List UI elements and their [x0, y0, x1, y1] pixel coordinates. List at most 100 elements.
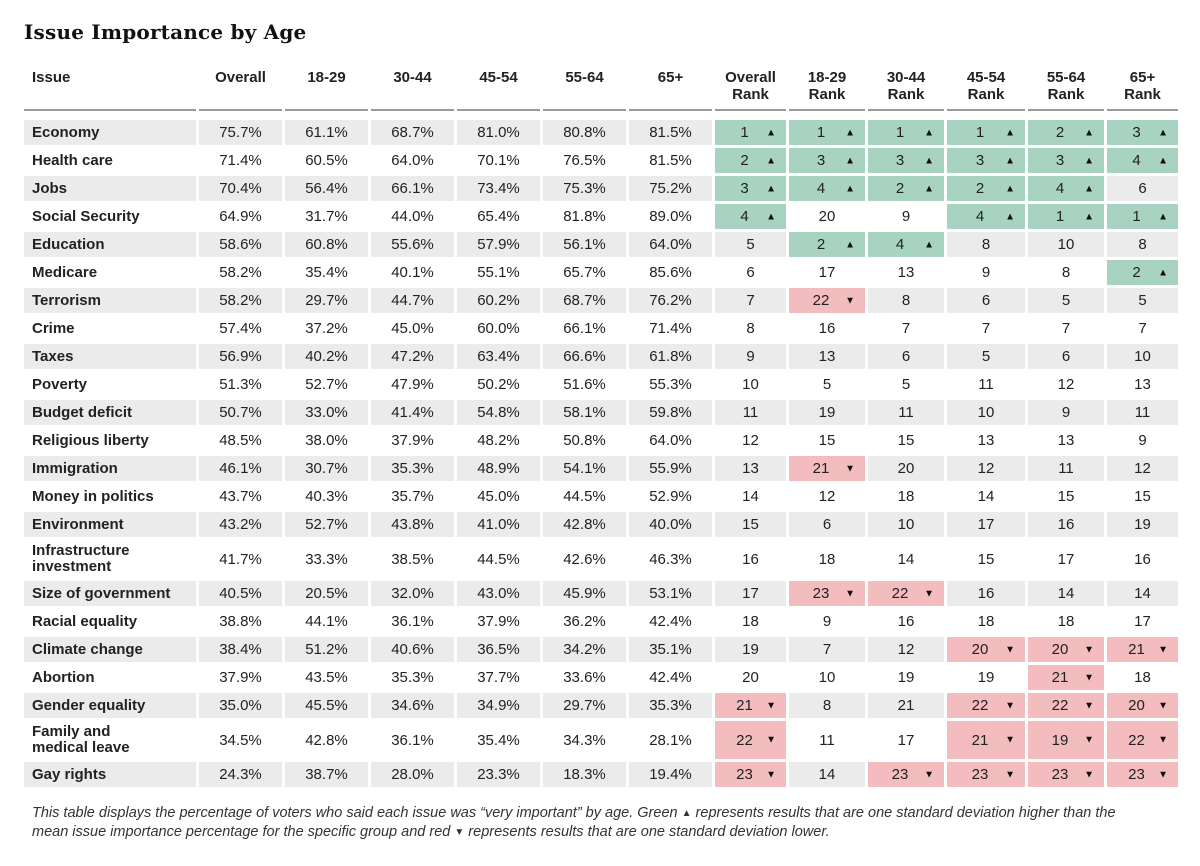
- rank-value-wrap: 9: [947, 264, 1025, 281]
- rank-cell: 2 ▲: [947, 173, 1025, 201]
- rank-value: 20: [971, 641, 989, 658]
- down-triangle-icon: ▼: [766, 700, 776, 711]
- rank-value: 17: [1057, 550, 1075, 568]
- rank-value: 3: [1055, 152, 1065, 169]
- percent-cell: 68.7%: [543, 285, 626, 313]
- rank-cell: 8: [1028, 257, 1104, 285]
- rank-value: 3: [975, 152, 985, 169]
- percent-cell: 23.3%: [457, 759, 540, 787]
- up-triangle-icon: ▲: [1084, 155, 1094, 166]
- rank-cell: 17: [868, 718, 944, 759]
- up-triangle-icon: ▲: [845, 127, 855, 138]
- down-triangle-icon: ▼: [1084, 644, 1094, 655]
- rank-cell: 14: [1107, 578, 1178, 606]
- issue-label: Size of government: [32, 584, 171, 602]
- up-triangle-icon: ▲: [766, 127, 776, 138]
- rank-value: 20: [742, 669, 759, 686]
- percent-cell: 35.3%: [371, 453, 454, 481]
- rank-value: 13: [818, 348, 836, 365]
- issue-cell: Infrastructure investment: [24, 537, 196, 578]
- rank-value-wrap: 9: [1028, 404, 1104, 421]
- up-triangle-icon: ▲: [766, 155, 776, 166]
- down-triangle-icon: ▼: [1158, 644, 1168, 655]
- rank-cell: 18: [947, 606, 1025, 634]
- rank-value: 21: [812, 460, 830, 477]
- rank-cell: 19: [868, 662, 944, 690]
- rank-cell: 11: [789, 718, 865, 759]
- rank-value: 13: [897, 264, 915, 281]
- rank-value-wrap: 13: [1107, 376, 1178, 393]
- percent-cell: 35.4%: [457, 718, 540, 759]
- percent-cell: 42.4%: [629, 662, 712, 690]
- rank-value: 7: [1061, 320, 1071, 337]
- percent-cell: 33.0%: [285, 397, 368, 425]
- percent-cell: 58.1%: [543, 397, 626, 425]
- rank-value-wrap: 11: [715, 404, 786, 421]
- rank-value: 12: [1134, 460, 1151, 477]
- rank-cell: 4 ▲: [1107, 145, 1178, 173]
- rank-value: 13: [1057, 432, 1075, 449]
- rank-cell: 8: [947, 229, 1025, 257]
- percent-cell: 32.0%: [371, 578, 454, 606]
- rank-value: 15: [1057, 488, 1075, 505]
- table-row: Taxes 56.9% 40.2% 47.2% 63.4% 66.6% 61.8% 9 13 6 5…: [24, 341, 1178, 369]
- issue-label: Gay rights: [32, 765, 107, 783]
- rank-value-wrap: 17: [947, 516, 1025, 533]
- percent-cell: 57.4%: [199, 313, 282, 341]
- rank-value: 23: [1128, 766, 1145, 783]
- table-row: Money in politics 43.7% 40.3% 35.7% 45.0% 44.…: [24, 481, 1178, 509]
- rank-cell: 9: [789, 606, 865, 634]
- down-triangle-icon: ▼: [1005, 644, 1015, 655]
- rank-cell: 17: [1107, 606, 1178, 634]
- rank-cell: 19: [715, 634, 786, 662]
- rank-cell: 19: [789, 397, 865, 425]
- issue-label: Environment: [32, 515, 124, 533]
- up-triangle-icon: ▲: [1005, 127, 1015, 138]
- col-header-issue: Issue: [24, 63, 196, 111]
- rank-cell: 19: [1107, 509, 1178, 537]
- issue-label: Money in politics: [32, 487, 154, 505]
- percent-cell: 38.4%: [199, 634, 282, 662]
- percent-cell: 56.1%: [543, 229, 626, 257]
- percent-cell: 34.6%: [371, 690, 454, 718]
- percent-cell: 65.7%: [543, 257, 626, 285]
- rank-value-wrap: 16: [715, 551, 786, 568]
- rank-value: 4: [895, 236, 905, 253]
- col-header-pct: 18-29: [285, 63, 368, 111]
- rank-value-wrap: 7: [1028, 320, 1104, 337]
- down-triangle-icon: ▼: [1005, 734, 1015, 746]
- table-row: Medicare 58.2% 35.4% 40.1% 55.1% 65.7% 85.6% 6 1…: [24, 257, 1178, 285]
- rank-value: 21: [897, 697, 915, 714]
- rank-cell: 16: [789, 313, 865, 341]
- rank-value: 14: [897, 550, 915, 568]
- rank-value: 9: [822, 613, 832, 630]
- rank-value-wrap: 15: [789, 432, 865, 449]
- rank-value-wrap: 12: [715, 432, 786, 449]
- rank-value-wrap: 17: [789, 264, 865, 281]
- rank-value-wrap: 4 ▲: [789, 180, 865, 197]
- percent-cell: 36.2%: [543, 606, 626, 634]
- percent-cell: 43.5%: [285, 662, 368, 690]
- issue-label: Religious liberty: [32, 431, 149, 449]
- rank-value-wrap: 9: [715, 348, 786, 365]
- rank-value: 11: [978, 376, 994, 393]
- rank-cell: 17: [789, 257, 865, 285]
- down-triangle-icon: ▼: [1084, 734, 1094, 746]
- rank-value-wrap: 14: [868, 551, 944, 568]
- percent-cell: 81.5%: [629, 145, 712, 173]
- up-triangle-icon: ▲: [845, 155, 855, 166]
- rank-value-wrap: 18: [1028, 613, 1104, 630]
- percent-cell: 35.7%: [371, 481, 454, 509]
- rank-cell: 23 ▼: [1107, 759, 1178, 787]
- rank-value-wrap: 22 ▼: [789, 292, 865, 309]
- rank-value-wrap: 3 ▲: [947, 152, 1025, 169]
- percent-cell: 45.0%: [457, 481, 540, 509]
- rank-value-wrap: 1 ▲: [789, 124, 865, 141]
- rank-value-wrap: 17: [715, 585, 786, 602]
- rank-value: 6: [901, 348, 911, 365]
- rank-cell: 21 ▼: [715, 690, 786, 718]
- rank-cell: 12: [947, 453, 1025, 481]
- issue-label: Racial equality: [32, 612, 138, 630]
- issue-cell: Crime: [24, 313, 196, 341]
- rank-value-wrap: 4 ▲: [947, 208, 1025, 225]
